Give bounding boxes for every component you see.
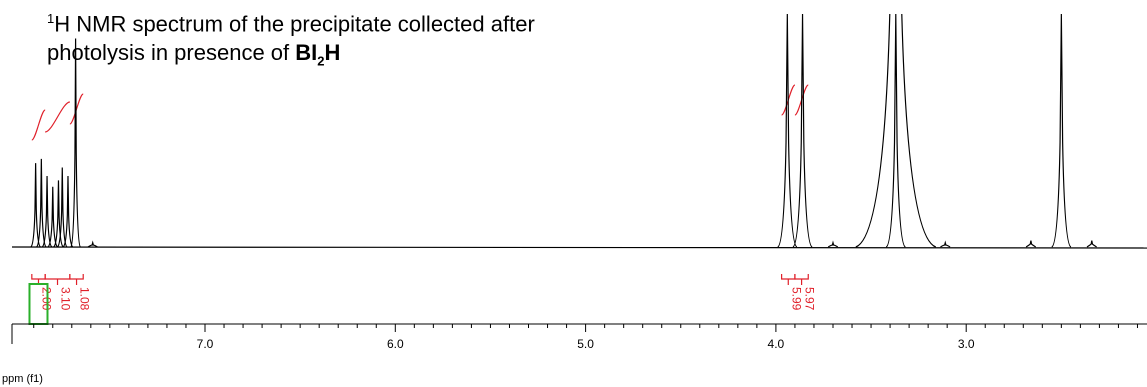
integral-brackets: 2.00 3.10 1.08 5.99 5.97 [28, 274, 817, 325]
integral-value-label: 1.08 [78, 287, 92, 311]
spectrum-peak [87, 240, 98, 248]
integral-value-label: 5.99 [789, 287, 803, 311]
integral-value-label: 5.97 [803, 287, 817, 311]
integral-curve [44, 101, 71, 133]
spectrum-peak [827, 240, 839, 248]
title-compound-b: H [324, 40, 341, 66]
spectrum-peak [777, 13, 798, 248]
spectrum-baseline [11, 246, 1147, 249]
spectrum-peak [885, 13, 906, 248]
spectrum-peak [1086, 240, 1097, 248]
integral-bracket [31, 274, 46, 280]
integral-bracket [69, 274, 84, 280]
chart-title: 1H NMR spectrum of the precipitate colle… [47, 4, 535, 76]
spectrum-peaks [30, 13, 1097, 248]
title-line-1-text: H NMR spectrum of the precipitate collec… [54, 11, 535, 37]
spectrum-peak [70, 38, 81, 248]
title-line-2: photolysis in presence of BI2H [47, 38, 535, 75]
integral-value-label: 3.10 [59, 287, 73, 311]
x-tick-label: 5.0 [577, 337, 594, 351]
integral-bracket [44, 274, 71, 280]
x-tick-label: 3.0 [958, 337, 975, 351]
title-line-2-text: photolysis in presence of [47, 40, 296, 66]
spectrum-peak [1051, 13, 1072, 248]
integral-bracket [794, 274, 809, 280]
title-line-1: 1H NMR spectrum of the precipitate colle… [47, 4, 535, 38]
x-tick-label: 4.0 [768, 337, 785, 351]
title-superscript: 1 [47, 11, 55, 26]
x-axis-ticks: 7.0 6.0 5.0 4.0 3.0 [11, 324, 1138, 351]
spectrum-peak [53, 180, 64, 248]
x-tick-label: 7.0 [197, 337, 214, 351]
integral-curves [31, 84, 809, 141]
title-compound-sub: 2 [317, 53, 325, 69]
spectrum-peak [1025, 240, 1037, 248]
x-tick-label: 6.0 [387, 337, 404, 351]
x-axis-label: ppm (f1) [2, 373, 43, 385]
spectrum-peak-wing [855, 13, 891, 248]
spectrum-peak [940, 240, 951, 248]
spectrum-peak-wing [901, 13, 937, 248]
title-compound-a: BI [295, 40, 318, 66]
integral-bracket [781, 274, 796, 280]
integral-curve [31, 109, 46, 141]
spectrum-peak [792, 13, 813, 248]
spectrum-peak [62, 176, 74, 248]
